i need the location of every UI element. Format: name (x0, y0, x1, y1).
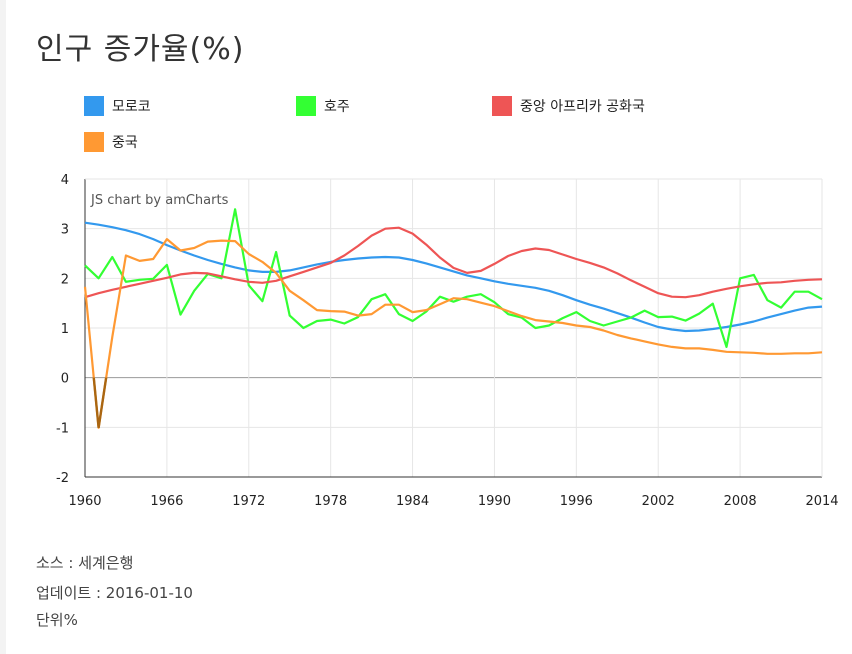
legend-label-central-african-republic: 중앙 아프리카 공화국 (520, 99, 645, 115)
y-tick-label: 4 (61, 173, 69, 188)
series-line-china (83, 237, 823, 429)
series-line-morocco (84, 221, 823, 333)
x-tick-label: 2014 (805, 494, 838, 509)
source-text: 소스 : 세계은행 (36, 554, 134, 572)
x-tick-label: 1990 (478, 494, 511, 509)
x-tick-label: 1996 (560, 494, 593, 509)
watermark-text: JS chart by amCharts (90, 193, 229, 208)
legend-swatch-central-african-republic (492, 96, 512, 116)
y-tick-label: -2 (56, 471, 69, 486)
legend-swatch-china (84, 132, 104, 152)
legend-item-morocco[interactable]: 모로코 (84, 96, 151, 116)
updated-text: 업데이트 : 2016-01-10 (36, 584, 193, 602)
y-tick-label: 1 (61, 322, 69, 337)
chart-legend: 모로코 호주 중앙 아프리카 공화국 중국 (84, 96, 824, 160)
series-line-central-african-republic (84, 226, 823, 299)
x-tick-label: 2002 (642, 494, 675, 509)
legend-label-australia: 호주 (324, 99, 350, 115)
x-tick-label: 2008 (724, 494, 757, 509)
y-tick-label: 2 (61, 272, 69, 287)
legend-item-central-african-republic[interactable]: 중앙 아프리카 공화국 (492, 96, 645, 116)
legend-swatch-australia (296, 96, 316, 116)
x-tick-label: 1972 (232, 494, 265, 509)
page-title: 인구 증가율(%) (36, 32, 245, 67)
chart-svg: 4 3 2 1 0 -1 -2 1960 1966 1972 1978 1984 1990 1996 200… (56, 173, 839, 509)
left-edge-strip (0, 0, 6, 654)
y-tick-label: -1 (56, 421, 69, 436)
y-tick-label: 3 (61, 223, 69, 238)
x-tick-label: 1960 (68, 494, 101, 509)
x-tick-label: 1978 (314, 494, 347, 509)
legend-swatch-morocco (84, 96, 104, 116)
unit-text: 단위% (36, 611, 78, 629)
series-line-china-negative (92, 377, 108, 428)
line-chart: 4 3 2 1 0 -1 -2 1960 1966 1972 1978 1984 1990 1996 200… (0, 160, 852, 520)
legend-label-morocco: 모로코 (112, 99, 151, 115)
legend-label-china: 중국 (112, 135, 138, 151)
x-tick-label: 1984 (396, 494, 429, 509)
legend-item-australia[interactable]: 호주 (296, 96, 350, 116)
legend-item-china[interactable]: 중국 (84, 132, 138, 152)
x-tick-label: 1966 (150, 494, 183, 509)
y-tick-label: 0 (61, 372, 69, 387)
